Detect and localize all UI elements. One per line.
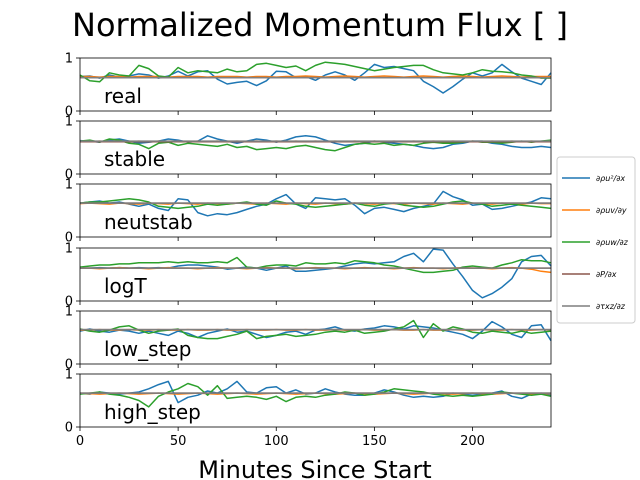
legend: ∂ρu²/∂x ∂ρuv/∂y ∂ρuw/∂z ∂P/∂x ∂τxz/∂z	[556, 156, 636, 324]
legend-label-dtau: ∂τxz/∂z	[596, 302, 626, 311]
panel-frame	[79, 373, 552, 428]
x-tick-label: 150	[362, 434, 387, 449]
legend-label-duw: ∂ρuw/∂z	[596, 238, 629, 247]
x-tick-label: 50	[170, 434, 187, 449]
panel-frame	[79, 120, 552, 175]
series-line-duw	[79, 319, 552, 340]
panel-high-step: 0 1 high_step	[65, 368, 552, 436]
panel-frame	[79, 247, 552, 302]
panel-real: 0 1 real	[65, 52, 552, 120]
panel-logT: 0 1 logT	[65, 242, 552, 310]
y-tick-label: 0	[65, 168, 73, 183]
x-axis-label: Minutes Since Start	[198, 456, 431, 480]
legend-label-dp: ∂P/∂x	[596, 270, 617, 279]
y-tick-label: 0	[65, 358, 73, 373]
y-tick-label: 1	[65, 52, 73, 67]
legend-label-duu: ∂ρu²/∂x	[596, 174, 625, 183]
panel-stable: 0 1 stable	[65, 115, 552, 183]
series-line-duw	[79, 256, 552, 274]
legend-label-duv: ∂ρuv/∂y	[596, 206, 627, 215]
x-tick-label: 100	[264, 434, 289, 449]
y-tick-label: 0	[65, 421, 73, 436]
panel-label: stable	[104, 147, 165, 171]
panel-frame	[79, 310, 552, 365]
legend-box	[556, 156, 636, 324]
y-tick-label: 0	[65, 105, 73, 120]
series-line-duu	[79, 63, 552, 94]
series-line-duu	[80, 248, 552, 299]
panel-label: logT	[104, 274, 147, 298]
panel-frame	[79, 183, 552, 238]
y-tick-label: 1	[65, 368, 73, 383]
series-line-duw	[79, 382, 552, 408]
panels: 01real01stable01neutstab01logT01low_step…	[65, 52, 552, 449]
series-line-duw	[79, 61, 551, 83]
y-tick-label: 1	[65, 178, 73, 193]
panel-neutstab: 0 1 neutstab	[65, 178, 552, 246]
panel-label: low_step	[104, 337, 191, 361]
panel-label: real	[104, 84, 142, 108]
y-tick-label: 0	[65, 231, 73, 246]
y-tick-label: 1	[65, 115, 73, 130]
panel-label: high_step	[104, 400, 201, 424]
series-line-duu	[79, 190, 552, 217]
chart-title: Normalized Momentum Flux [ ]	[72, 6, 568, 44]
x-tick-label: 0	[76, 434, 84, 449]
x-tick-label: 200	[460, 434, 485, 449]
y-tick-label: 1	[65, 242, 73, 257]
y-tick-label: 0	[65, 295, 73, 310]
panel-frame	[79, 57, 552, 112]
panel-label: neutstab	[104, 210, 193, 234]
panel-low-step: 0 1 low_step	[65, 305, 552, 373]
y-tick-label: 1	[65, 305, 73, 320]
